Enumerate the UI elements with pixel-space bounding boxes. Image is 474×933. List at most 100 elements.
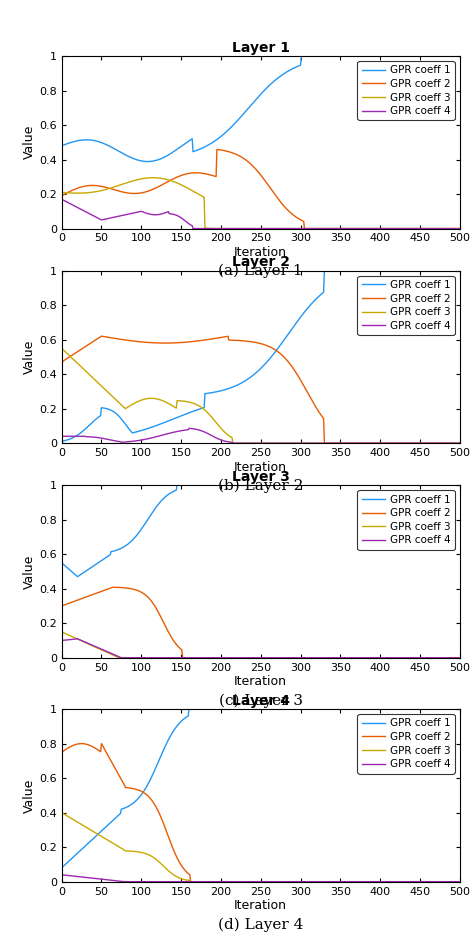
GPR coeff 4	[275, 652, 281, 663]
GPR coeff 2	[79, 738, 84, 749]
GPR coeff 2	[99, 330, 104, 341]
GPR coeff 3	[248, 876, 254, 887]
GPR coeff 1	[297, 480, 302, 491]
Y-axis label: Value: Value	[23, 778, 36, 813]
Text: (b) Layer 2: (b) Layer 2	[218, 479, 303, 493]
Text: (a) Layer 1: (a) Layer 1	[219, 264, 303, 278]
GPR coeff 2	[251, 337, 256, 348]
Line: GPR coeff 2: GPR coeff 2	[62, 587, 459, 658]
GPR coeff 1	[186, 703, 192, 715]
GPR coeff 1	[385, 265, 391, 276]
X-axis label: Iteration: Iteration	[234, 899, 287, 912]
Legend: GPR coeff 1, GPR coeff 2, GPR coeff 3, GPR coeff 4: GPR coeff 1, GPR coeff 2, GPR coeff 3, G…	[357, 276, 455, 335]
GPR coeff 4	[59, 870, 64, 881]
GPR coeff 4	[274, 223, 280, 234]
GPR coeff 3	[456, 876, 462, 887]
GPR coeff 4	[230, 438, 236, 449]
GPR coeff 1	[59, 436, 64, 447]
Line: GPR coeff 3: GPR coeff 3	[62, 813, 459, 882]
GPR coeff 3	[296, 438, 302, 449]
GPR coeff 3	[447, 223, 453, 234]
GPR coeff 3	[251, 223, 256, 234]
GPR coeff 2	[188, 876, 193, 887]
GPR coeff 1	[248, 100, 254, 111]
GPR coeff 2	[59, 746, 64, 758]
GPR coeff 3	[456, 652, 462, 663]
GPR coeff 3	[251, 438, 256, 449]
GPR coeff 2	[448, 223, 454, 234]
GPR coeff 1	[321, 265, 327, 276]
Line: GPR coeff 3: GPR coeff 3	[62, 348, 459, 443]
GPR coeff 3	[251, 652, 256, 663]
GPR coeff 4	[297, 652, 302, 663]
GPR coeff 4	[386, 438, 392, 449]
Line: GPR coeff 4: GPR coeff 4	[62, 639, 459, 658]
Text: (c) Layer 3: (c) Layer 3	[219, 693, 303, 707]
GPR coeff 2	[386, 223, 392, 234]
GPR coeff 2	[180, 652, 185, 663]
GPR coeff 4	[385, 876, 391, 887]
GPR coeff 1	[75, 571, 81, 582]
GPR coeff 2	[248, 336, 254, 347]
GPR coeff 2	[274, 192, 280, 203]
Title: Layer 3: Layer 3	[232, 470, 290, 484]
GPR coeff 1	[456, 50, 462, 62]
Text: (d) Layer 4: (d) Layer 4	[218, 917, 303, 931]
GPR coeff 1	[456, 480, 462, 491]
GPR coeff 4	[118, 652, 124, 663]
GPR coeff 3	[385, 223, 391, 234]
GPR coeff 3	[251, 876, 256, 887]
GPR coeff 2	[448, 876, 454, 887]
GPR coeff 1	[447, 703, 453, 715]
GPR coeff 2	[249, 876, 255, 887]
GPR coeff 4	[190, 223, 196, 234]
GPR coeff 1	[299, 50, 304, 62]
GPR coeff 1	[456, 265, 462, 276]
GPR coeff 3	[274, 876, 280, 887]
GPR coeff 4	[59, 634, 64, 646]
GPR coeff 4	[252, 652, 257, 663]
GPR coeff 3	[385, 876, 391, 887]
Y-axis label: Value: Value	[23, 554, 36, 589]
GPR coeff 2	[59, 190, 64, 202]
GPR coeff 1	[274, 73, 280, 84]
GPR coeff 2	[274, 346, 280, 357]
GPR coeff 1	[448, 480, 454, 491]
GPR coeff 1	[251, 97, 256, 108]
GPR coeff 3	[447, 652, 453, 663]
GPR coeff 3	[447, 876, 453, 887]
GPR coeff 3	[456, 438, 462, 449]
GPR coeff 1	[295, 314, 301, 326]
GPR coeff 3	[59, 626, 64, 637]
GPR coeff 3	[59, 342, 64, 354]
GPR coeff 4	[248, 876, 254, 887]
GPR coeff 4	[186, 423, 192, 434]
Line: GPR coeff 1: GPR coeff 1	[62, 485, 459, 577]
GPR coeff 2	[321, 438, 327, 449]
GPR coeff 2	[386, 876, 392, 887]
GPR coeff 1	[249, 480, 255, 491]
GPR coeff 1	[247, 371, 253, 383]
GPR coeff 2	[456, 438, 462, 449]
GPR coeff 1	[250, 369, 255, 381]
GPR coeff 4	[248, 223, 254, 234]
Line: GPR coeff 4: GPR coeff 4	[62, 875, 459, 882]
GPR coeff 1	[296, 703, 302, 715]
GPR coeff 1	[296, 61, 302, 72]
GPR coeff 1	[59, 140, 64, 151]
GPR coeff 3	[296, 652, 302, 663]
GPR coeff 4	[448, 652, 454, 663]
GPR coeff 1	[252, 480, 257, 491]
GPR coeff 2	[251, 161, 256, 173]
Line: GPR coeff 1: GPR coeff 1	[62, 271, 459, 441]
GPR coeff 3	[248, 652, 254, 663]
Title: Layer 1: Layer 1	[232, 41, 290, 55]
GPR coeff 2	[297, 652, 302, 663]
GPR coeff 3	[385, 652, 391, 663]
GPR coeff 4	[386, 652, 392, 663]
GPR coeff 3	[296, 223, 302, 234]
GPR coeff 3	[248, 223, 254, 234]
GPR coeff 1	[174, 480, 180, 491]
GPR coeff 1	[59, 862, 64, 873]
GPR coeff 4	[252, 438, 257, 449]
